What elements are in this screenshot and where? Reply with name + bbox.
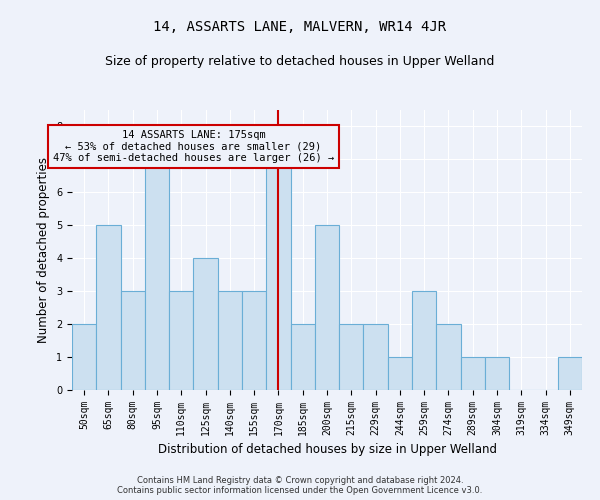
Text: 14 ASSARTS LANE: 175sqm
← 53% of detached houses are smaller (29)
47% of semi-de: 14 ASSARTS LANE: 175sqm ← 53% of detache…: [53, 130, 334, 163]
Bar: [436, 324, 461, 390]
Bar: [72, 324, 96, 390]
Bar: [412, 291, 436, 390]
Y-axis label: Number of detached properties: Number of detached properties: [37, 157, 50, 343]
X-axis label: Distribution of detached houses by size in Upper Welland: Distribution of detached houses by size …: [157, 444, 497, 456]
Bar: [558, 357, 582, 390]
Bar: [388, 357, 412, 390]
Bar: [145, 160, 169, 390]
Text: Size of property relative to detached houses in Upper Welland: Size of property relative to detached ho…: [106, 55, 494, 68]
Bar: [121, 291, 145, 390]
Text: 14, ASSARTS LANE, MALVERN, WR14 4JR: 14, ASSARTS LANE, MALVERN, WR14 4JR: [154, 20, 446, 34]
Bar: [290, 324, 315, 390]
Bar: [364, 324, 388, 390]
Bar: [461, 357, 485, 390]
Text: Contains HM Land Registry data © Crown copyright and database right 2024.
Contai: Contains HM Land Registry data © Crown c…: [118, 476, 482, 495]
Bar: [96, 226, 121, 390]
Bar: [339, 324, 364, 390]
Bar: [169, 291, 193, 390]
Bar: [485, 357, 509, 390]
Bar: [266, 160, 290, 390]
Bar: [242, 291, 266, 390]
Bar: [193, 258, 218, 390]
Bar: [315, 226, 339, 390]
Bar: [218, 291, 242, 390]
